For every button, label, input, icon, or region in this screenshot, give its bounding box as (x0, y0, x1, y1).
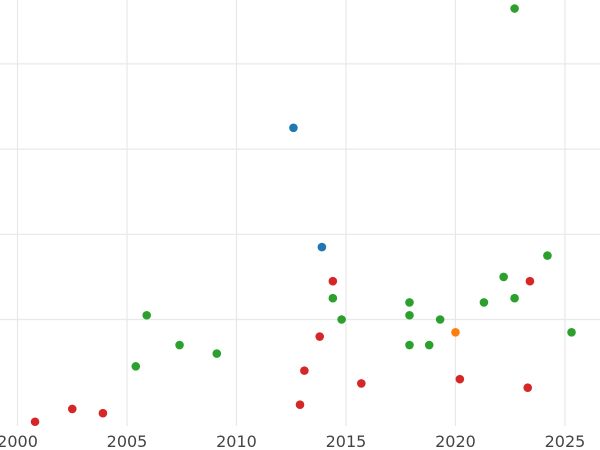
data-point (567, 327, 576, 337)
x-tick-label: 2010 (216, 432, 257, 450)
data-point (525, 276, 535, 286)
data-point (510, 4, 519, 13)
data-point (317, 242, 327, 252)
data-point (67, 404, 77, 414)
data-point (357, 379, 366, 388)
data-point (479, 298, 489, 307)
x-axis-ticks: 2000 2005 2010 2015 2020 2025 (0, 432, 585, 450)
data-point (328, 276, 338, 286)
data-point (510, 293, 519, 303)
points-layer (30, 4, 576, 427)
data-point (523, 383, 533, 392)
data-point (543, 251, 552, 260)
data-point (289, 123, 298, 133)
x-tick-label: 2015 (326, 432, 367, 450)
data-point (30, 417, 40, 427)
data-point (131, 362, 141, 371)
data-point (300, 366, 309, 375)
data-point (212, 349, 222, 358)
data-point (424, 340, 434, 350)
data-point (455, 374, 465, 384)
x-tick-label: 2020 (435, 432, 476, 450)
data-point (451, 327, 460, 337)
grid-layer (0, 0, 600, 426)
data-point (405, 310, 414, 320)
data-point (175, 340, 184, 350)
x-tick-label: 2025 (545, 432, 586, 450)
data-point (98, 408, 108, 418)
x-tick-label: 2005 (107, 432, 148, 450)
data-point (499, 272, 508, 282)
data-point (435, 315, 445, 324)
data-point (405, 298, 414, 307)
x-tick-label: 2000 (0, 432, 38, 450)
data-point (142, 310, 152, 320)
data-point (315, 332, 325, 341)
data-point (405, 340, 414, 350)
data-point (295, 400, 305, 410)
data-point (328, 293, 338, 303)
data-point (337, 315, 346, 324)
